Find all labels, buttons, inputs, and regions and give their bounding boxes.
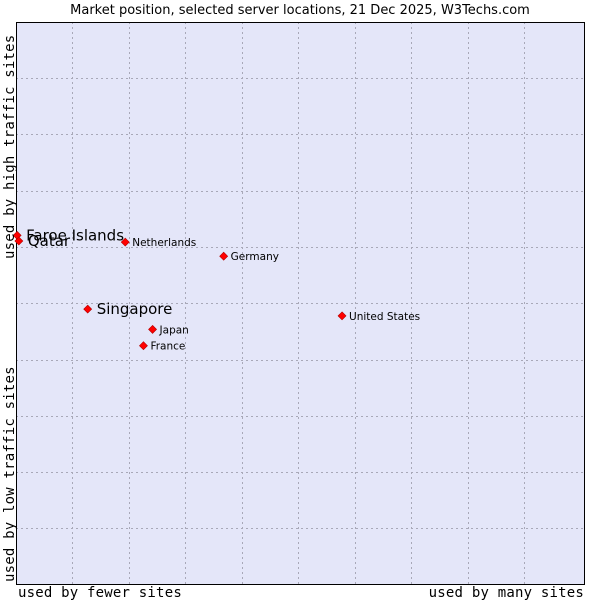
point-marker-france: [139, 341, 148, 351]
point-label-faroe-islands: Faroe Islands: [26, 226, 124, 244]
point-marker-qatar: [14, 236, 24, 246]
plot-frame: [16, 22, 585, 585]
point-marker-japan: [148, 324, 157, 334]
point-label-netherlands: Netherlands: [132, 237, 196, 249]
point-label-singapore: Singapore: [97, 300, 173, 318]
point-marker-singapore: [83, 304, 93, 314]
point-marker-united-states: [337, 311, 347, 321]
point-label-france: France: [150, 341, 185, 353]
y-axis-label-top: used by high traffic sites: [2, 35, 18, 259]
data-point-japan: Japan: [148, 324, 189, 336]
data-point-france: France: [139, 341, 185, 353]
x-axis-label-left: used by fewer sites: [18, 585, 182, 600]
point-marker-germany: [219, 251, 229, 261]
y-axis-label-bottom: used by low traffic sites: [2, 366, 18, 582]
data-point-germany: Germany: [219, 251, 279, 263]
point-label-united-states: United States: [349, 311, 420, 323]
data-point-united-states: United States: [337, 311, 420, 323]
data-point-netherlands: Netherlands: [120, 237, 196, 249]
data-point-singapore: Singapore: [83, 300, 173, 318]
point-label-qatar: Qatar: [28, 232, 71, 250]
point-marker-netherlands: [120, 237, 130, 247]
chart-title: Market position, selected server locatio…: [70, 3, 530, 18]
x-axis-label-right: used by many sites: [429, 585, 584, 600]
point-label-germany: Germany: [231, 251, 279, 263]
point-label-japan: Japan: [159, 324, 189, 336]
plot-area: [16, 22, 585, 585]
data-point-qatar: Qatar: [14, 232, 71, 250]
grid-lines: [16, 22, 585, 585]
